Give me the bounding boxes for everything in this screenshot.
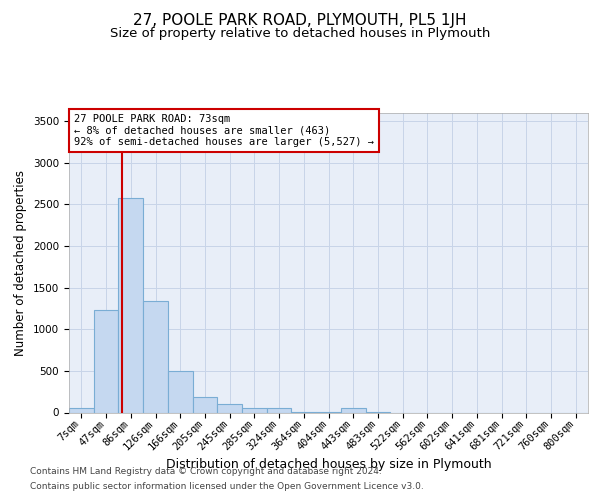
Text: 27 POOLE PARK ROAD: 73sqm
← 8% of detached houses are smaller (463)
92% of semi-: 27 POOLE PARK ROAD: 73sqm ← 8% of detach… <box>74 114 374 147</box>
Text: Size of property relative to detached houses in Plymouth: Size of property relative to detached ho… <box>110 28 490 40</box>
Bar <box>193 396 217 412</box>
Bar <box>118 198 143 412</box>
Bar <box>267 408 292 412</box>
Bar <box>242 408 267 412</box>
Text: Contains public sector information licensed under the Open Government Licence v3: Contains public sector information licen… <box>30 482 424 491</box>
Bar <box>168 371 193 412</box>
Bar <box>69 408 94 412</box>
Bar <box>94 310 118 412</box>
Text: 27, POOLE PARK ROAD, PLYMOUTH, PL5 1JH: 27, POOLE PARK ROAD, PLYMOUTH, PL5 1JH <box>133 12 467 28</box>
Bar <box>341 408 365 412</box>
Text: Contains HM Land Registry data © Crown copyright and database right 2024.: Contains HM Land Registry data © Crown c… <box>30 467 382 476</box>
Bar <box>143 301 168 412</box>
Y-axis label: Number of detached properties: Number of detached properties <box>14 170 28 356</box>
X-axis label: Distribution of detached houses by size in Plymouth: Distribution of detached houses by size … <box>166 458 491 471</box>
Bar <box>217 404 242 412</box>
